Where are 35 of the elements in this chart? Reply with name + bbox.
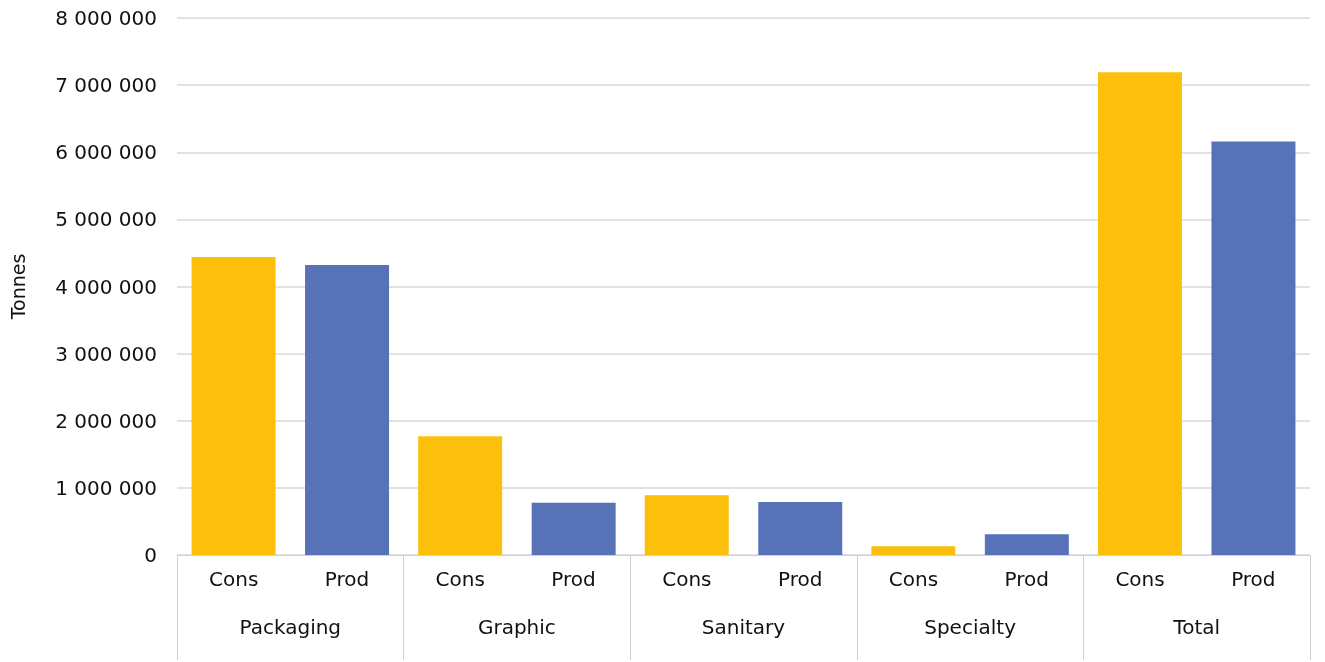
y-tick-label: 6 000 000 <box>55 140 157 165</box>
x-tick-label: Total <box>1172 615 1221 639</box>
x-tick-label: Sanitary <box>701 615 786 639</box>
text: Cons <box>662 567 712 591</box>
x-tick-label: Packaging <box>239 615 342 639</box>
bar <box>305 265 390 555</box>
x-tick-label: Graphic <box>477 615 556 639</box>
bar <box>758 501 843 555</box>
y-tick-label: 3 000 000 <box>55 341 157 366</box>
text: Cons <box>888 567 939 591</box>
x-tick-label: Specialty <box>924 615 1017 639</box>
y-tick-label: 0 <box>144 543 157 567</box>
text: Prod <box>1004 567 1049 591</box>
text: Prod <box>777 567 823 591</box>
bar <box>984 534 1069 555</box>
y-tick-label: 8 000 000 <box>55 6 157 30</box>
bar <box>1097 72 1182 555</box>
y-tick-label: 7 000 000 <box>55 73 157 98</box>
series-label: Cons <box>209 567 259 591</box>
text: Cons <box>1115 567 1165 591</box>
bar <box>1211 141 1296 555</box>
text: Prod <box>1231 567 1276 591</box>
bar <box>644 495 729 555</box>
y-tick-label: 2 000 000 <box>55 408 157 433</box>
bar <box>191 256 276 555</box>
text: Prod <box>551 567 596 591</box>
bar <box>418 436 503 555</box>
bar <box>531 502 616 555</box>
bar <box>871 546 956 555</box>
series-label: Prod <box>324 567 370 591</box>
y-tick-label: 5 000 000 <box>55 207 157 232</box>
y-tick-label: 4 000 000 <box>55 274 157 299</box>
y-tick-label: 1 000 000 <box>55 475 157 500</box>
text: Cons <box>435 567 485 591</box>
y-axis-title: Tonnes <box>6 253 29 321</box>
